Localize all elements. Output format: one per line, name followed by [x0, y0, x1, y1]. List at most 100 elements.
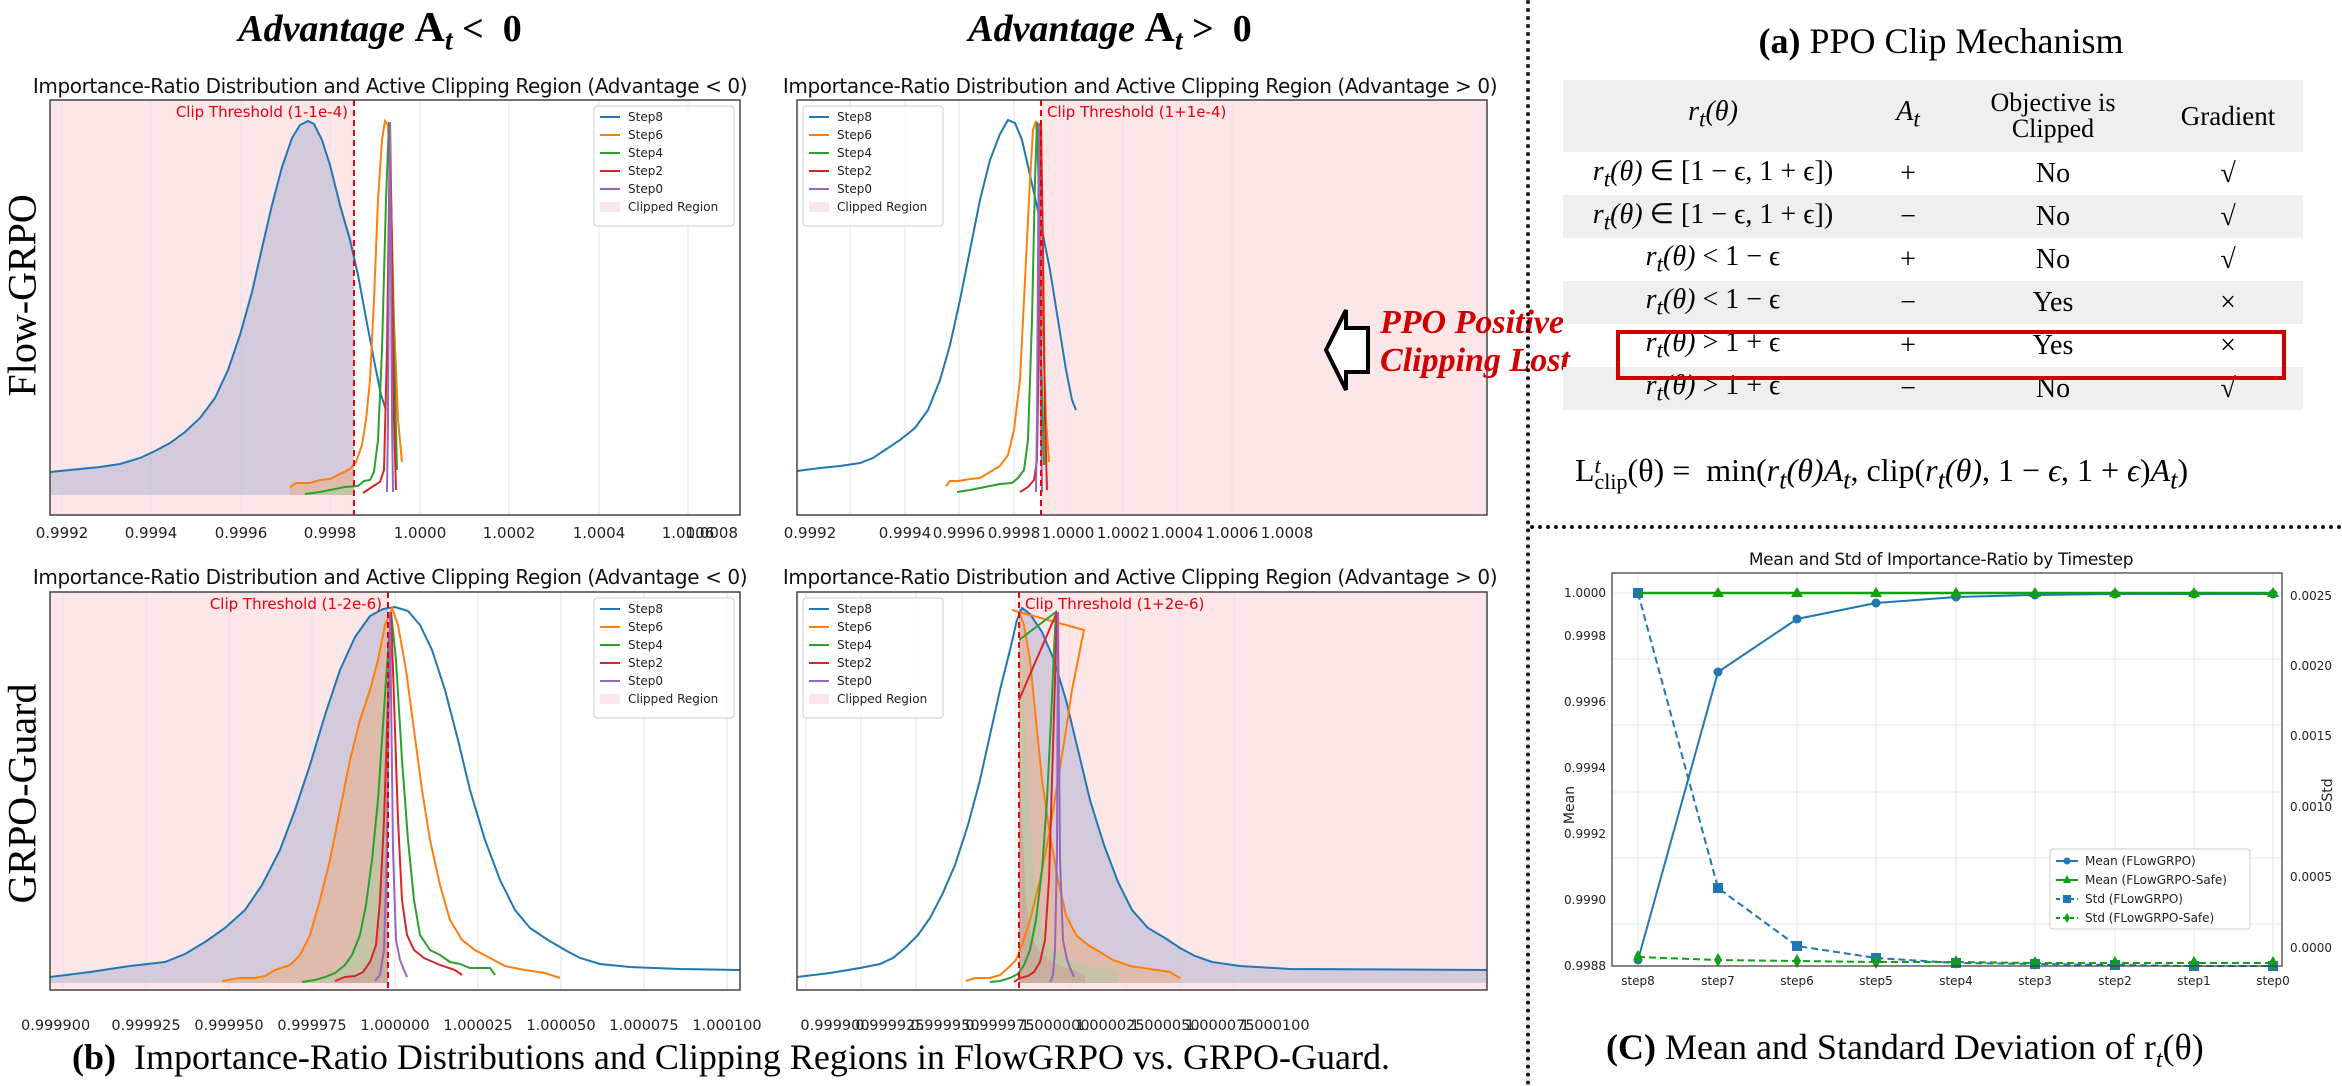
vertical-divider	[1526, 0, 1530, 1086]
svg-text:0.999925: 0.999925	[111, 1018, 180, 1034]
step6-fill	[1019, 612, 1180, 983]
annotation-line-1: PPO Positive	[1380, 304, 1565, 341]
svg-text:step1: step1	[2177, 974, 2211, 988]
svg-text:Step4: Step4	[628, 146, 663, 160]
plot-flowgrpo-neg: Clip Threshold (1-1e-4) 0.9992 0.9994 0.99…	[36, 99, 741, 542]
header-gradient: Gradient	[2180, 101, 2276, 131]
svg-text:Step6: Step6	[837, 128, 872, 142]
cell-clipped: No	[2035, 243, 2071, 275]
cell-clipped: Yes	[2032, 329, 2074, 361]
cell-advantage: −	[1900, 372, 1916, 404]
ppo-clip-table: rt(θ) At Objective is Clipped Gradient rt…	[1563, 80, 2303, 410]
svg-text:Step2: Step2	[628, 164, 663, 178]
plot-title-flowgrpo-pos: Importance-Ratio Distribution and Active…	[782, 74, 1498, 98]
table-row: rt(θ) < 1 − ϵ + No √	[1563, 238, 2303, 281]
svg-text:Std (FLowGRPO-Safe): Std (FLowGRPO-Safe)	[2085, 911, 2214, 925]
svg-text:step2: step2	[2098, 974, 2132, 988]
table-row: rt(θ) < 1 − ϵ − Yes ×	[1563, 281, 2303, 324]
svg-text:0.0015: 0.0015	[2290, 729, 2332, 743]
step4-curve	[989, 609, 1058, 983]
heading-word: Advantage	[968, 8, 1145, 50]
svg-text:0.9998: 0.9998	[1564, 629, 1606, 643]
svg-text:0.9996: 0.9996	[933, 524, 986, 542]
svg-text:Std (FLowGRPO): Std (FLowGRPO)	[2085, 892, 2183, 906]
svg-text:0.9992: 0.9992	[36, 524, 89, 542]
svg-text:0.999900: 0.999900	[21, 1018, 90, 1034]
svg-text:0.999900: 0.999900	[800, 1018, 869, 1034]
cell-condition: rt(θ) < 1 − ϵ	[1645, 240, 1781, 278]
svg-text:0.999950: 0.999950	[910, 1018, 979, 1034]
svg-text:1.000000: 1.000000	[360, 1018, 429, 1034]
cell-clipped: Yes	[2032, 286, 2074, 318]
svg-text:Step8: Step8	[628, 602, 663, 616]
svg-text:Step8: Step8	[837, 110, 872, 124]
svg-text:Clipped Region: Clipped Region	[837, 200, 927, 214]
svg-text:Step2: Step2	[837, 656, 872, 670]
svg-text:Step0: Step0	[837, 182, 872, 196]
svg-text:0.9996: 0.9996	[215, 524, 268, 542]
svg-text:1.0008: 1.0008	[1261, 524, 1314, 542]
step8-curve	[50, 119, 387, 473]
step6-fill	[290, 464, 354, 495]
cell-condition: rt(θ) ∈ [1 − ϵ, 1 + ϵ])	[1592, 198, 1834, 236]
caption-b-label: (b)	[72, 1037, 116, 1077]
svg-text:1.000075: 1.000075	[1185, 1018, 1254, 1034]
step2-curve	[1013, 611, 1058, 983]
step0-curve	[1049, 611, 1075, 983]
x-tick-labels: step8 step7 step6 step5 step4 step3 step2 step1…	[1621, 974, 2290, 988]
plot-flowgrpo-pos: Clip Threshold (1+1e-4) 0.9992.0.99940.9…	[784, 99, 1488, 542]
x-tick-labels: 0.9999000.9999250.9999500.9999751.000000…	[800, 1018, 1309, 1034]
density-plots: Clip Threshold (1-1e-4) 0.9992 0.9994 0.99…	[21, 99, 1488, 1034]
svg-text:Step8: Step8	[628, 110, 663, 124]
svg-text:step3: step3	[2018, 974, 2052, 988]
header-advantage: At	[1896, 96, 1920, 133]
svg-text:0.0005: 0.0005	[2290, 870, 2332, 884]
threshold-label: Clip Threshold (1-1e-4)	[176, 103, 348, 121]
step6-curve	[965, 609, 1181, 982]
heading-relation: < 0	[452, 8, 522, 50]
step6-curve	[221, 605, 561, 982]
cell-condition: rt(θ) > 1 + ϵ	[1645, 369, 1781, 407]
step8-fill	[50, 608, 388, 983]
y-tick-labels-left: 0.9988 0.9990 0.9992 0.9994 0.9996 0.9998 1.00…	[1564, 586, 1606, 973]
svg-text:1.000025: 1.000025	[1075, 1018, 1144, 1034]
threshold-label: Clip Threshold (1-2e-6)	[210, 595, 382, 613]
table-row: rt(θ) ∈ [1 − ϵ, 1 + ϵ]) + No √	[1563, 152, 2303, 195]
cell-advantage: −	[1900, 200, 1916, 232]
column-heading-positive: Advantage At > 0	[880, 4, 1340, 58]
svg-text:Step0: Step0	[837, 674, 872, 688]
svg-text:0.0020: 0.0020	[2290, 659, 2332, 673]
svg-text:1.0004: 1.0004	[1151, 524, 1204, 542]
svg-text:Step4: Step4	[837, 146, 872, 160]
svg-text:1.000100: 1.000100	[692, 1018, 761, 1034]
plot-title-flowgrpo-neg: Importance-Ratio Distribution and Active…	[32, 74, 748, 98]
svg-text:0.9994: 0.9994	[1564, 761, 1606, 775]
threshold-label: Clip Threshold (1+1e-4)	[1047, 103, 1226, 121]
header-ratio: rt(θ)	[1688, 96, 1738, 133]
chart-mean-std-title: Mean and Std of Importance-Ratio by Time…	[1748, 550, 2134, 570]
svg-text:0.9992: 0.9992	[1564, 827, 1606, 841]
caption-b: (b) Importance-Ratio Distributions and C…	[72, 1036, 1390, 1078]
caption-c-sub: t	[2155, 1047, 2163, 1074]
heading-sub: t	[444, 25, 453, 57]
cell-clipped: No	[2035, 200, 2071, 232]
svg-text:1.0002: 1.0002	[483, 524, 536, 542]
legend: Step8 Step6 Step4 Step2 Step0 Clipped Re…	[593, 597, 735, 719]
svg-text:0.9990: 0.9990	[1564, 893, 1606, 907]
mean-std-chart: 0.9988 0.9990 0.9992 0.9994 0.9996 0.9998 1.00…	[1562, 572, 2336, 988]
svg-text:step6: step6	[1780, 974, 1814, 988]
svg-text:0.9996: 0.9996	[1564, 695, 1606, 709]
caption-c-label: (C)	[1606, 1027, 1656, 1067]
svg-text:1.0000: 1.0000	[1042, 524, 1095, 542]
step6-fill	[222, 615, 388, 983]
legend: Step8 Step6 Step4 Step2 Step0 Clipped Re…	[593, 105, 735, 227]
svg-text:Step0: Step0	[628, 674, 663, 688]
step2-fill	[1019, 700, 1085, 983]
svg-text:1.000025: 1.000025	[443, 1018, 512, 1034]
cell-condition: rt(θ) < 1 − ϵ	[1645, 283, 1781, 321]
svg-text:step7: step7	[1701, 974, 1735, 988]
mean-safe-markers	[1712, 587, 2279, 597]
svg-text:Clipped Region: Clipped Region	[837, 692, 927, 706]
step8-curve	[50, 605, 740, 978]
svg-text:Step6: Step6	[628, 620, 663, 634]
